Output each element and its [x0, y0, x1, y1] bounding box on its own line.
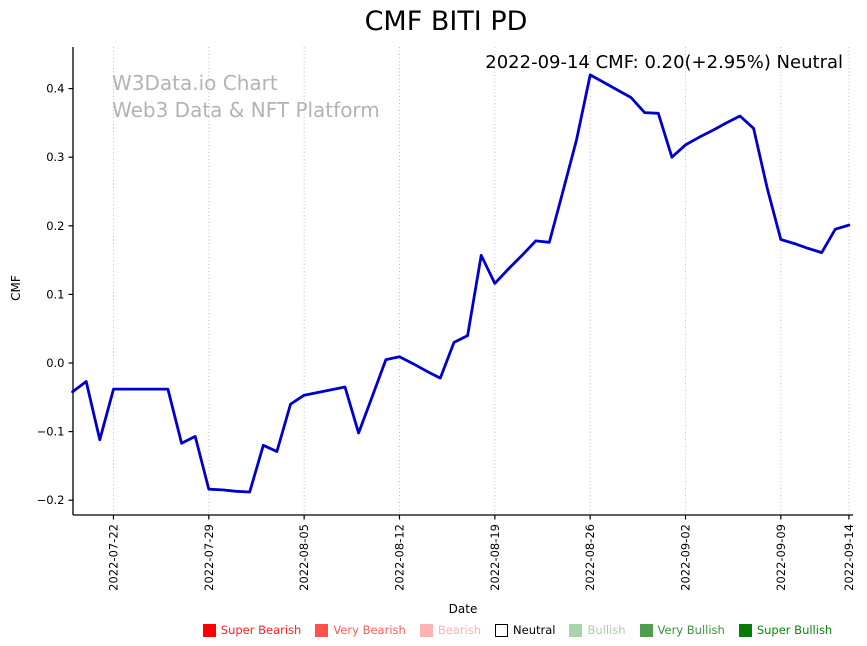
latest-value-annotation: 2022-09-14 CMF: 0.20(+2.95%) Neutral — [485, 52, 843, 73]
legend-label-very-bearish: Very Bearish — [333, 623, 406, 637]
x-tick-label: 2022-08-12 — [392, 524, 406, 591]
chart-title: CMF BITI PD — [364, 6, 528, 37]
legend-swatch-super-bullish — [738, 623, 752, 637]
x-tick-label: 2022-08-26 — [583, 524, 597, 591]
legend-swatch-neutral — [495, 623, 509, 637]
legend-label-very-bullish: Very Bullish — [657, 623, 725, 637]
x-tick-label: 2022-07-22 — [106, 524, 120, 591]
y-tick-label: 0.2 — [46, 219, 64, 233]
x-tick-label: 2022-08-19 — [488, 524, 502, 591]
legend-label-super-bullish: Super Bullish — [756, 623, 833, 637]
legend-label-neutral: Neutral — [513, 623, 556, 637]
watermark: W3Data.io Chart Web3 Data & NFT Platform — [112, 70, 380, 124]
y-tick-label: 0.3 — [46, 150, 64, 164]
legend-swatch-very-bearish — [315, 623, 329, 637]
watermark-line2: Web3 Data & NFT Platform — [112, 98, 380, 122]
y-tick-label: 0.1 — [46, 287, 64, 301]
legend-swatch-very-bullish — [639, 623, 653, 637]
legend-item-very-bullish: Very Bullish — [639, 623, 725, 637]
legend-item-bullish: Bullish — [569, 623, 626, 637]
x-tick-label: 2022-09-14 — [842, 524, 856, 591]
y-tick-label: 0.0 — [46, 356, 64, 370]
legend-swatch-bullish — [569, 623, 583, 637]
legend-item-bearish: Bearish — [419, 623, 482, 637]
legend-item-very-bearish: Very Bearish — [315, 623, 406, 637]
cmf-line — [71, 73, 851, 494]
x-tick-label: 2022-07-29 — [202, 524, 216, 591]
y-tick-label: −0.1 — [37, 425, 65, 439]
y-tick-label: −0.2 — [37, 493, 65, 507]
x-axis-label: Date — [448, 602, 478, 616]
legend-item-super-bullish: Super Bullish — [738, 623, 833, 637]
x-tick-label: 2022-09-02 — [679, 524, 693, 591]
legend-label-super-bearish: Super Bearish — [220, 623, 302, 637]
legend-swatch-super-bearish — [202, 623, 216, 637]
x-tick-label: 2022-09-09 — [774, 524, 788, 591]
legend-item-neutral: Neutral — [495, 623, 555, 637]
legend-label-bearish: Bearish — [437, 623, 482, 637]
legend: Super Bearish Very Bearish Bearish Neutral B… — [84, 618, 867, 642]
legend-swatch-bearish — [419, 623, 433, 637]
watermark-line1: W3Data.io Chart — [112, 71, 278, 95]
x-tick-label: 2022-08-05 — [297, 524, 311, 591]
y-tick-label: 0.4 — [46, 82, 64, 96]
legend-label-bullish: Bullish — [587, 623, 626, 637]
legend-item-super-bearish: Super Bearish — [202, 623, 302, 637]
